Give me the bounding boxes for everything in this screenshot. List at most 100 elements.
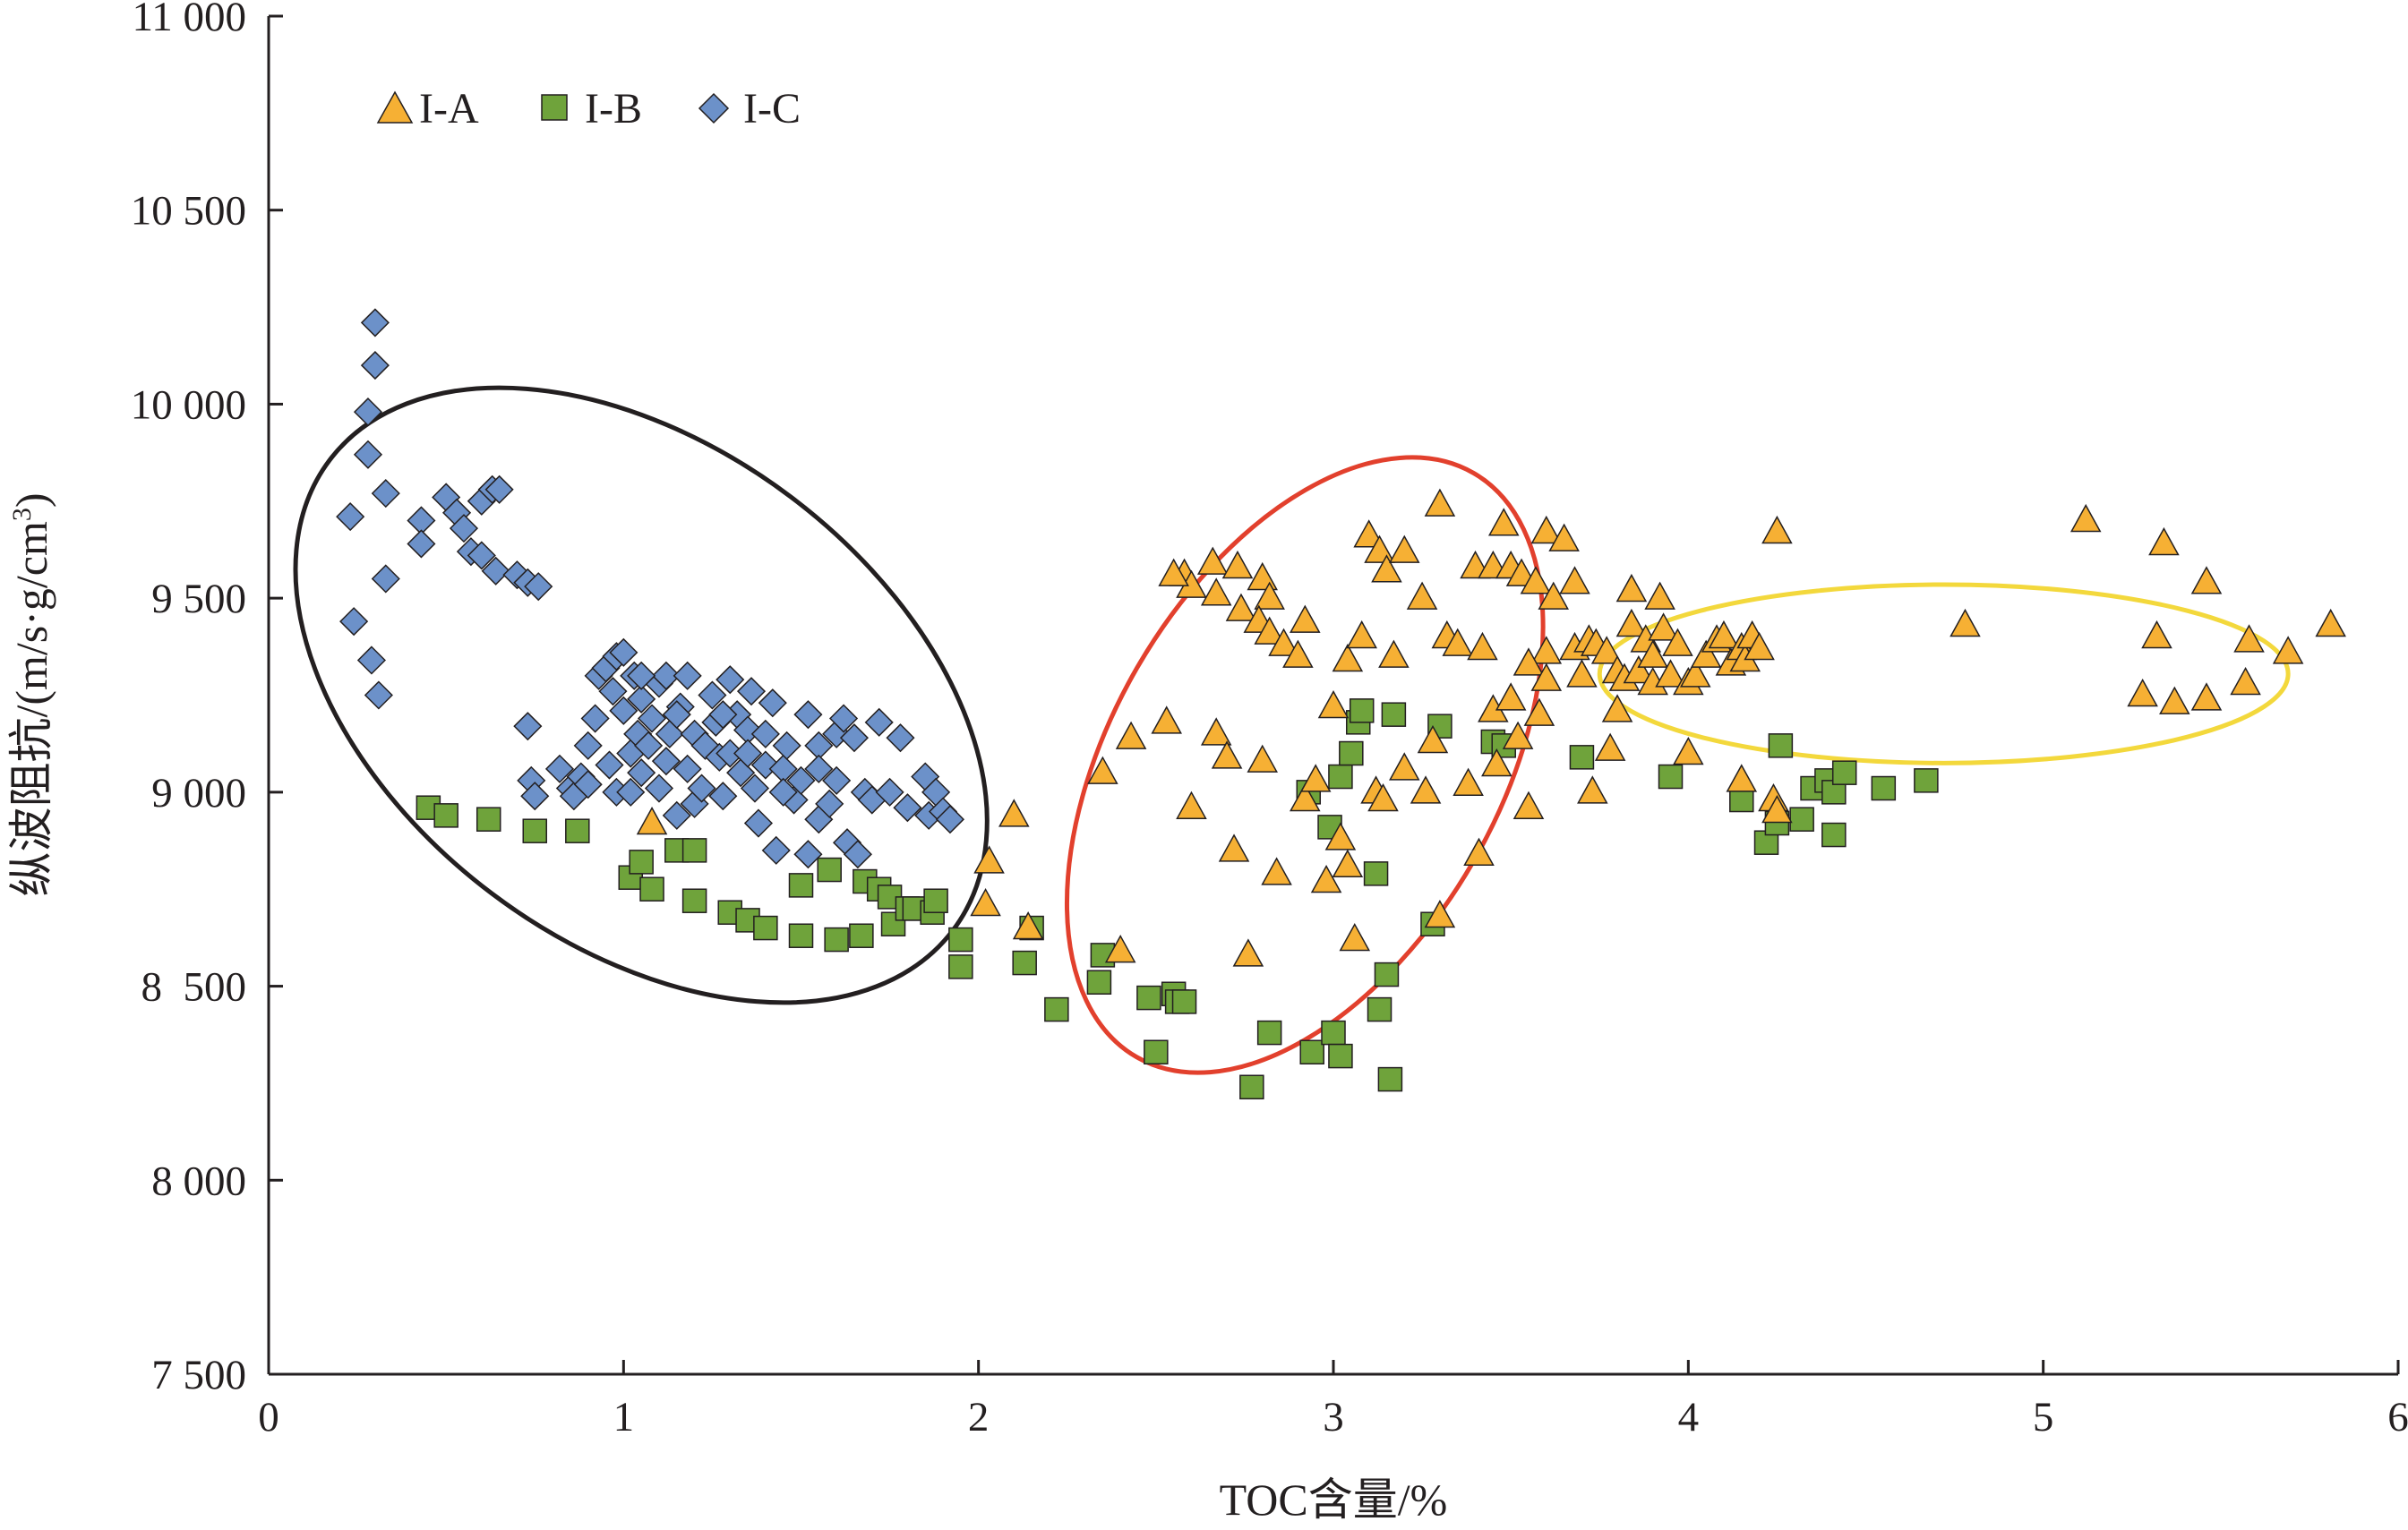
data-point bbox=[1427, 714, 1453, 739]
data-point bbox=[580, 704, 610, 733]
y-tick-label: 8 000 bbox=[151, 1158, 246, 1204]
data-point bbox=[2159, 686, 2190, 714]
y-axis-title-main: 纵波阻抗/(m/s·g/cm bbox=[6, 521, 56, 897]
data-point bbox=[1690, 639, 1722, 668]
data-point bbox=[1467, 631, 1498, 661]
data-point bbox=[651, 747, 681, 776]
legend-label-i-b: I-B bbox=[585, 85, 642, 132]
data-point bbox=[1012, 911, 1044, 940]
data-point bbox=[481, 556, 510, 586]
data-point bbox=[651, 661, 681, 690]
data-point bbox=[1637, 639, 1668, 668]
data-point bbox=[1388, 534, 1420, 563]
data-point bbox=[2141, 620, 2172, 649]
data-point bbox=[609, 696, 638, 725]
x-tick-label: 3 bbox=[1323, 1394, 1344, 1440]
data-point bbox=[1662, 628, 1693, 656]
data-point bbox=[1282, 639, 1314, 668]
data-point bbox=[1644, 581, 1675, 610]
data-point bbox=[935, 805, 965, 834]
data-point bbox=[2233, 624, 2265, 653]
data-point bbox=[839, 723, 870, 753]
data-point bbox=[1726, 764, 1758, 792]
data-points bbox=[336, 308, 2346, 1100]
data-point bbox=[1367, 782, 1399, 812]
data-point bbox=[1247, 744, 1279, 773]
data-point bbox=[1332, 643, 1364, 672]
data-point bbox=[822, 765, 852, 795]
data-point bbox=[681, 838, 707, 863]
data-point bbox=[1512, 647, 1545, 676]
data-point bbox=[1623, 654, 1655, 684]
data-point bbox=[573, 731, 603, 760]
data-point bbox=[750, 719, 780, 748]
data-point bbox=[1424, 488, 1456, 517]
data-point bbox=[998, 799, 1030, 827]
data-point bbox=[1290, 604, 1321, 633]
data-point bbox=[353, 440, 383, 469]
data-point bbox=[449, 514, 479, 543]
data-point bbox=[1417, 724, 1449, 754]
data-point bbox=[708, 700, 738, 730]
series-i-a bbox=[636, 488, 2346, 967]
data-point bbox=[2127, 678, 2158, 707]
data-point bbox=[627, 661, 656, 690]
data-point bbox=[1577, 775, 1608, 804]
data-point bbox=[1328, 1043, 1353, 1069]
data-point bbox=[1381, 702, 1407, 727]
data-point bbox=[662, 800, 691, 830]
data-point bbox=[1481, 748, 1512, 777]
data-point bbox=[629, 850, 654, 875]
data-point bbox=[743, 808, 774, 838]
data-point bbox=[637, 704, 667, 733]
data-point bbox=[1268, 628, 1299, 656]
data-point bbox=[1406, 581, 1438, 610]
data-point bbox=[673, 754, 702, 783]
data-point bbox=[681, 888, 707, 913]
data-point bbox=[1324, 822, 1357, 850]
data-point bbox=[1512, 791, 1545, 819]
data-point bbox=[522, 818, 547, 843]
data-point bbox=[1151, 705, 1182, 734]
data-point bbox=[948, 954, 973, 979]
data-point bbox=[1648, 612, 1679, 641]
data-point bbox=[1789, 807, 1814, 832]
data-point bbox=[708, 782, 738, 811]
data-point bbox=[356, 645, 386, 675]
data-point bbox=[662, 700, 691, 730]
data-point bbox=[1590, 636, 1623, 664]
data-point bbox=[336, 502, 365, 532]
data-point bbox=[1453, 767, 1484, 796]
data-point bbox=[1339, 740, 1364, 766]
cluster-ellipses bbox=[293, 385, 2291, 1075]
data-point bbox=[1679, 659, 1711, 688]
data-point bbox=[339, 607, 369, 637]
data-point bbox=[1601, 694, 1633, 722]
data-point bbox=[1317, 689, 1350, 719]
data-point bbox=[627, 684, 656, 714]
data-point bbox=[1950, 608, 1981, 637]
y-tick-label: 10 500 bbox=[131, 188, 246, 235]
data-point bbox=[1218, 833, 1250, 862]
legend-marker-i-a bbox=[376, 90, 414, 124]
data-point bbox=[843, 840, 872, 869]
data-point bbox=[1200, 717, 1232, 746]
data-point bbox=[1821, 822, 1847, 848]
data-point bbox=[1232, 938, 1264, 967]
data-point bbox=[1144, 1039, 1169, 1065]
data-point bbox=[970, 887, 1001, 917]
data-point bbox=[565, 818, 590, 843]
data-point bbox=[1086, 970, 1112, 995]
data-point bbox=[786, 765, 816, 795]
data-point bbox=[2190, 682, 2223, 711]
data-point bbox=[467, 541, 496, 570]
data-point bbox=[815, 789, 844, 818]
data-point bbox=[923, 888, 948, 913]
y-tick-label: 10 000 bbox=[131, 381, 246, 428]
data-point bbox=[513, 712, 543, 741]
data-point bbox=[1225, 593, 1257, 621]
data-point bbox=[1487, 508, 1520, 536]
data-point bbox=[1363, 861, 1389, 886]
data-point bbox=[360, 351, 390, 380]
